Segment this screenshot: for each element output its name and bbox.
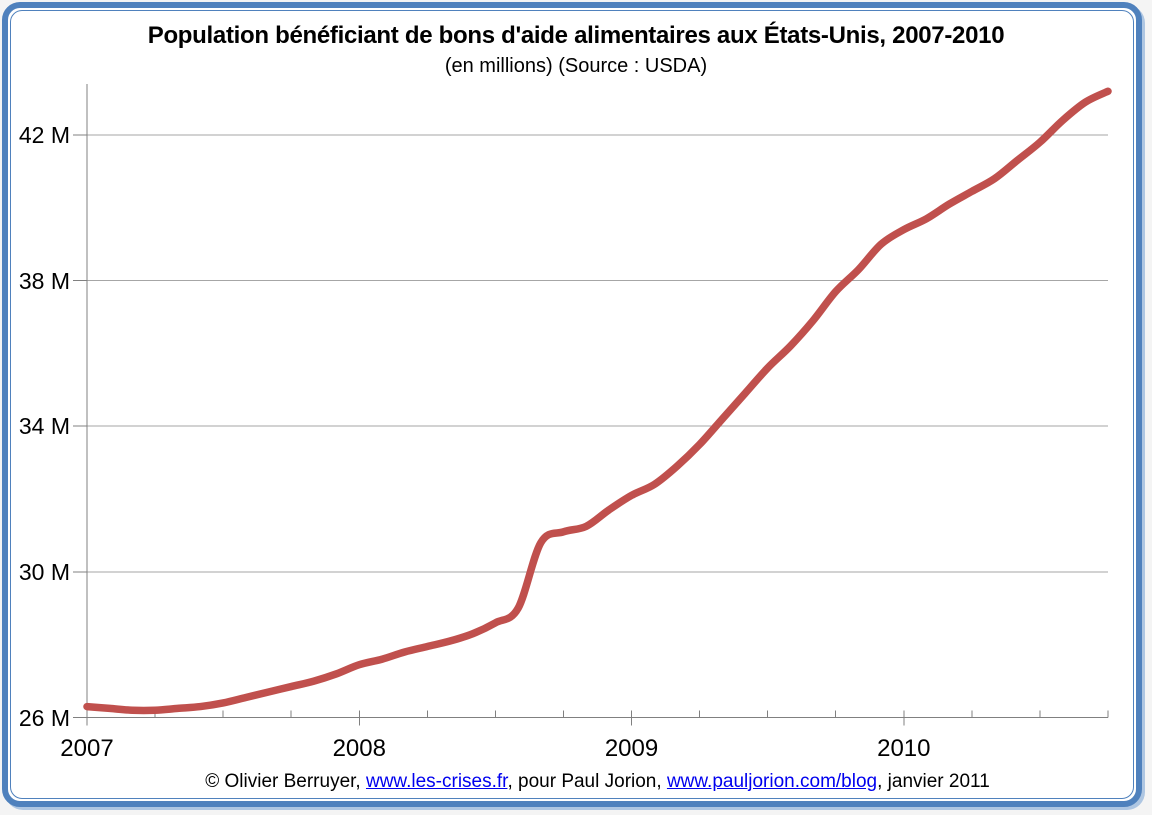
- chart-frame: [2, 2, 1142, 807]
- y-axis-label-30M: 30 M: [18, 558, 70, 585]
- y-axis-label-38M: 38 M: [18, 267, 70, 294]
- series-line-population: [83, 87, 1112, 715]
- footer-date-text: , janvier 2011: [877, 771, 990, 792]
- x-axis-label-2008: 2008: [332, 735, 386, 762]
- chart-title: Population bénéficiant de bons d'aide al…: [147, 22, 1005, 49]
- x-axis-label-2007: 2007: [60, 735, 114, 762]
- chart-frame-inner-line: [10, 10, 1134, 799]
- footer-copyright-text: © Olivier Berruyer,: [205, 771, 366, 792]
- x-axis-label-2009: 2009: [604, 735, 659, 762]
- footer-credit: © Olivier Berruyer, www.les-crises.fr, p…: [87, 771, 1108, 793]
- y-axis-label-26M: 26 M: [18, 704, 70, 731]
- link-pauljorion[interactable]: www.pauljorion.com/blog: [666, 771, 878, 792]
- chart-subtitle: (en millions) (Source : USDA): [444, 55, 708, 77]
- x-axis-label-2010: 2010: [877, 735, 931, 762]
- link-les-crises[interactable]: www.les-crises.fr: [365, 771, 508, 792]
- footer-middle-text: , pour Paul Jorion,: [507, 771, 667, 792]
- y-axis-label-42M: 42 M: [18, 121, 70, 148]
- y-axis-label-34M: 34 M: [18, 413, 70, 440]
